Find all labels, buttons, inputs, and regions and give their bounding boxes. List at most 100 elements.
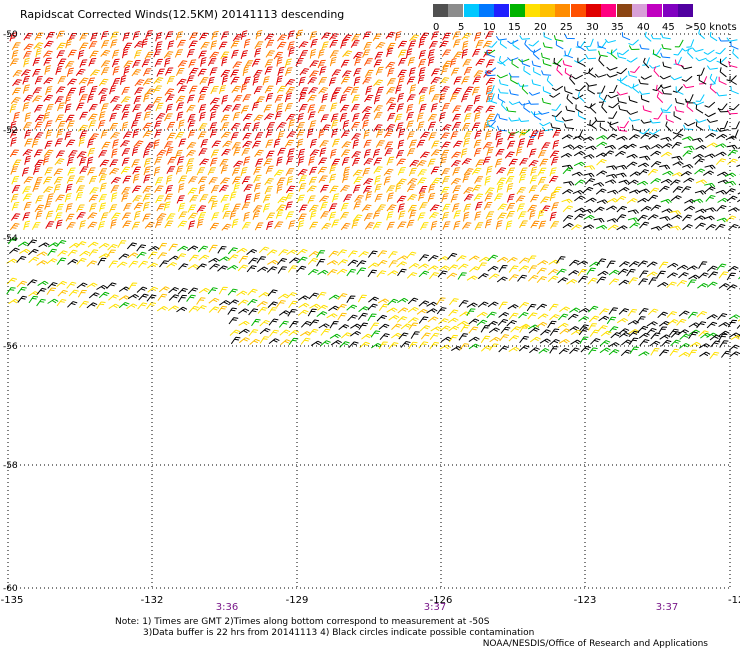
- wind-barb: [246, 265, 257, 273]
- wind-barb: [279, 329, 291, 336]
- wind-barb: [648, 129, 660, 135]
- wind-barb: [309, 221, 318, 230]
- wind-barb: [197, 212, 206, 221]
- wind-barb: [709, 31, 718, 42]
- wind-barb: [569, 347, 580, 354]
- wind-barb: [66, 281, 77, 289]
- wind-barb: [158, 286, 170, 293]
- wind-barb: [309, 60, 319, 68]
- wind-barb: [252, 76, 260, 86]
- wind-barb: [524, 39, 531, 51]
- wind-barb: [572, 190, 584, 195]
- wind-barb: [79, 32, 88, 41]
- wind-barb: [516, 186, 526, 195]
- wind-barb: [166, 262, 178, 268]
- wind-barb: [273, 138, 281, 148]
- wind-barb: [679, 343, 690, 349]
- wind-barb: [236, 247, 248, 254]
- wind-barb: [329, 56, 337, 67]
- wind-barb: [331, 69, 341, 77]
- wind-barb: [22, 212, 31, 221]
- wind-barb: [17, 295, 28, 303]
- wind-barb: [496, 177, 506, 185]
- wind-barb: [19, 248, 31, 254]
- wind-barb: [33, 42, 44, 50]
- wind-barb: [267, 301, 278, 308]
- wind-barb: [200, 139, 209, 148]
- wind-barb: [646, 327, 657, 335]
- wind-barb: [409, 84, 417, 94]
- wind-barb: [6, 277, 18, 285]
- wind-barb: [75, 191, 84, 201]
- wind-barb: [556, 268, 567, 276]
- wind-barb: [550, 221, 559, 229]
- wind-barb: [319, 195, 330, 203]
- wind-barb: [329, 185, 339, 194]
- wind-barb: [142, 130, 153, 138]
- wind-barb: [530, 220, 540, 229]
- wind-barb: [122, 220, 132, 229]
- wind-barb: [44, 200, 52, 210]
- wind-barb: [363, 149, 371, 159]
- wind-barb: [647, 194, 658, 202]
- wind-barb: [208, 244, 218, 253]
- wind-barb: [615, 172, 627, 178]
- wind-barb: [165, 185, 173, 194]
- wind-barb: [419, 32, 429, 41]
- wind-barb: [682, 214, 693, 222]
- wind-barb: [385, 97, 396, 105]
- wind-barb: [38, 242, 50, 248]
- wind-barb: [682, 150, 693, 157]
- wind-barb: [531, 60, 542, 68]
- wind-barb: [709, 83, 717, 94]
- wind-barb: [320, 184, 329, 193]
- wind-barb: [417, 212, 426, 221]
- wind-barb: [468, 336, 480, 343]
- wind-barb: [230, 69, 239, 78]
- wind-barb: [438, 265, 450, 271]
- wind-barb: [436, 297, 446, 305]
- wind-barb: [608, 307, 618, 315]
- wind-barb: [678, 310, 690, 317]
- wind-barb: [416, 139, 426, 148]
- wind-barb: [88, 292, 100, 299]
- wind-barb: [43, 94, 54, 102]
- wind-barb: [437, 270, 448, 278]
- wind-barb: [418, 185, 428, 194]
- wind-barb: [588, 305, 599, 313]
- wind-barb: [252, 205, 263, 213]
- wind-barb: [16, 280, 27, 288]
- wind-barb: [87, 93, 95, 103]
- wind-barb: [318, 49, 325, 59]
- wind-barb: [468, 343, 480, 350]
- wind-barb: [594, 117, 605, 122]
- wind-barb: [620, 77, 628, 87]
- wind-barb: [352, 169, 363, 177]
- wind-barb: [709, 73, 716, 85]
- wind-barb: [177, 287, 188, 295]
- wind-barb: [112, 77, 121, 87]
- wind-barb: [198, 184, 206, 194]
- wind-barb: [43, 111, 51, 122]
- wind-barb: [136, 251, 147, 259]
- wind-barb: [110, 212, 121, 220]
- wind-barb: [101, 141, 111, 150]
- wind-barb: [385, 31, 396, 39]
- wind-barb: [528, 265, 538, 273]
- wind-barb: [233, 94, 243, 103]
- wind-barb: [521, 84, 529, 95]
- wind-barb: [163, 141, 173, 149]
- wind-barb: [644, 31, 652, 42]
- wind-barb: [340, 332, 352, 339]
- wind-barb: [99, 159, 110, 167]
- wind-barb: [339, 94, 347, 104]
- wind-barb: [738, 272, 740, 280]
- wind-barb: [619, 261, 630, 268]
- wind-barb: [508, 312, 519, 320]
- wind-barb: [265, 50, 275, 58]
- wind-barb: [696, 321, 707, 329]
- wind-barb: [123, 60, 133, 68]
- wind-barb: [397, 92, 405, 103]
- wind-barb: [695, 121, 704, 131]
- wind-barb: [561, 134, 573, 140]
